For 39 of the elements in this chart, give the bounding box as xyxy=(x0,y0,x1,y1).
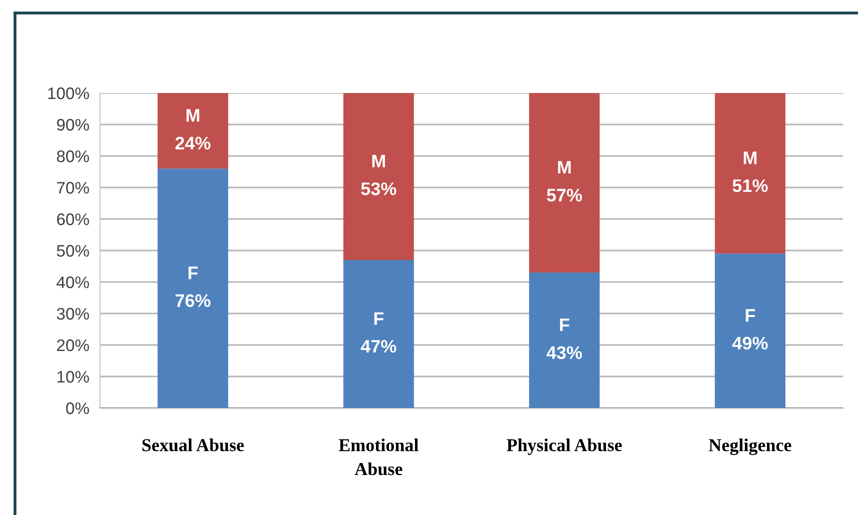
y-tick-label: 60% xyxy=(57,213,89,226)
y-tick-label: 40% xyxy=(56,276,89,288)
text: F xyxy=(746,309,755,322)
y-tick-label: 100% xyxy=(48,87,89,100)
bar xyxy=(343,260,414,408)
data-label: 24% xyxy=(175,136,210,150)
series-label: F xyxy=(560,318,570,332)
bar xyxy=(343,93,414,260)
y-tick-label: 30% xyxy=(56,308,89,320)
text: M xyxy=(558,161,571,174)
y-tick-label: 90% xyxy=(57,118,89,131)
bar xyxy=(158,168,228,408)
x-tick-label: Emotional Abuse xyxy=(338,438,418,476)
y-tick-label: 50% xyxy=(56,244,89,257)
data-label: 43% xyxy=(546,346,582,360)
data-label: 76% xyxy=(176,294,210,308)
series-label: M xyxy=(186,109,200,122)
data-label: 47% xyxy=(360,340,396,353)
data-label: 57% xyxy=(546,188,582,202)
data-label: 53% xyxy=(361,182,396,196)
text: F xyxy=(188,266,198,280)
x-tick-label: Physical Abuse xyxy=(506,438,622,455)
data-label: 49% xyxy=(732,336,768,350)
bar xyxy=(529,272,600,408)
y-tick-label: 0% xyxy=(66,402,89,414)
bar xyxy=(714,254,786,408)
text: M xyxy=(744,152,756,164)
bar xyxy=(158,93,228,169)
y-tick-label: 20% xyxy=(57,339,89,352)
bar xyxy=(714,93,786,254)
y-tick-label: 70% xyxy=(57,182,89,194)
text: F xyxy=(374,312,384,325)
y-tick-label: 80% xyxy=(56,150,89,162)
text: M xyxy=(372,154,385,168)
y-tick-label: 10% xyxy=(57,370,89,383)
bar xyxy=(529,93,600,273)
x-tick-label: Sexual Abuse xyxy=(142,438,244,452)
x-tick-label: Negligence xyxy=(708,438,792,456)
data-label: 51% xyxy=(732,179,768,192)
